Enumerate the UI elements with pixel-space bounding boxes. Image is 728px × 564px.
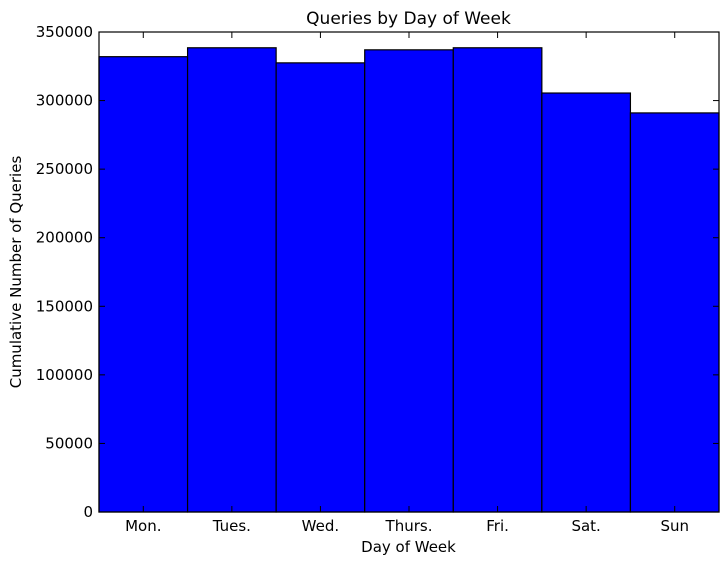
y-tick-label: 350000 [36,23,93,41]
bar-fri [452,47,543,513]
x-tick-label: Sun [660,517,689,535]
x-tick-label: Thurs. [385,517,433,535]
y-tick-label: 100000 [36,366,93,384]
bar-thurs [364,49,454,513]
y-tick-label: 0 [83,503,93,521]
bar-wed [275,62,366,513]
bar-mon [98,56,189,513]
x-tick-label: Sat. [571,517,600,535]
y-tick-label: 200000 [36,229,93,247]
x-axis-label: Day of Week [361,538,456,556]
x-tick-label: Mon. [125,517,161,535]
plot-frame [98,31,720,513]
y-axis-label: Cumulative Number of Queries [7,156,25,389]
y-tick-label: 50000 [45,434,93,452]
y-tick-label: 300000 [36,92,93,110]
bar-sat [541,92,632,513]
x-tick-label: Fri. [486,517,509,535]
y-tick-label: 250000 [36,160,93,178]
x-tick-label: Wed. [302,517,339,535]
chart-title: Queries by Day of Week [306,9,511,29]
y-ticks-group: 0 50000 100000 150000 200000 250000 300000 3500… [36,23,719,521]
bar-sun [629,112,720,513]
y-tick-label: 150000 [36,297,93,315]
x-tick-label: Tues. [212,517,251,535]
bars-group [98,47,720,513]
x-ticks-group: Mon. Tues. Wed. Thurs. Fri. Sat. Sun [125,32,689,535]
bar-tues [186,47,277,513]
